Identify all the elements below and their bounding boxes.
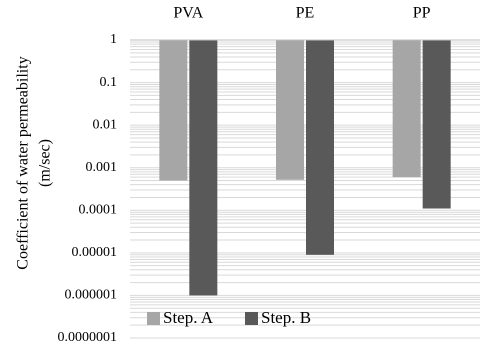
y-tick-label: 0.00001	[72, 245, 118, 260]
y-tick-label: 0.0000001	[58, 330, 118, 345]
legend-label-step-b: Step. B	[261, 308, 311, 327]
bar-pp-step-b	[422, 40, 451, 209]
bar-pe-step-b	[306, 40, 334, 255]
bar-pp-step-a	[392, 40, 421, 178]
legend-swatch-step-a	[147, 312, 160, 325]
bar-pva-step-a	[159, 40, 188, 181]
y-tick-label: 0.0001	[79, 203, 118, 218]
y-tick-label: 0.001	[86, 160, 118, 175]
y-axis-label-line2: (m/sec)	[37, 139, 54, 187]
category-label-pva: PVA	[173, 5, 203, 22]
y-tick-labels: 1 0.1 0.01 0.001 0.0001 0.00001 0.000001 0.0000…	[58, 32, 118, 345]
bar-pe-step-a	[276, 40, 304, 180]
gridlines	[130, 41, 480, 339]
y-tick-label: 0.1	[100, 75, 118, 90]
y-tick-label: 0.000001	[65, 288, 118, 303]
legend-label-step-a: Step. A	[163, 308, 214, 327]
category-labels: PVA PE PP	[173, 5, 430, 22]
category-label-pp: PP	[413, 5, 431, 22]
y-tick-label: 0.01	[93, 117, 118, 132]
category-label-pe: PE	[296, 5, 315, 22]
y-axis-label-line1: Coefficient of water permeability	[15, 56, 32, 269]
bars	[159, 40, 451, 296]
bar-pva-step-b	[189, 40, 218, 296]
legend-swatch-step-b	[245, 312, 258, 325]
y-axis-title: Coefficient of water permeability (m/sec…	[15, 56, 54, 269]
legend: Step. A Step. B	[147, 308, 311, 327]
y-tick-label: 1	[110, 32, 117, 47]
